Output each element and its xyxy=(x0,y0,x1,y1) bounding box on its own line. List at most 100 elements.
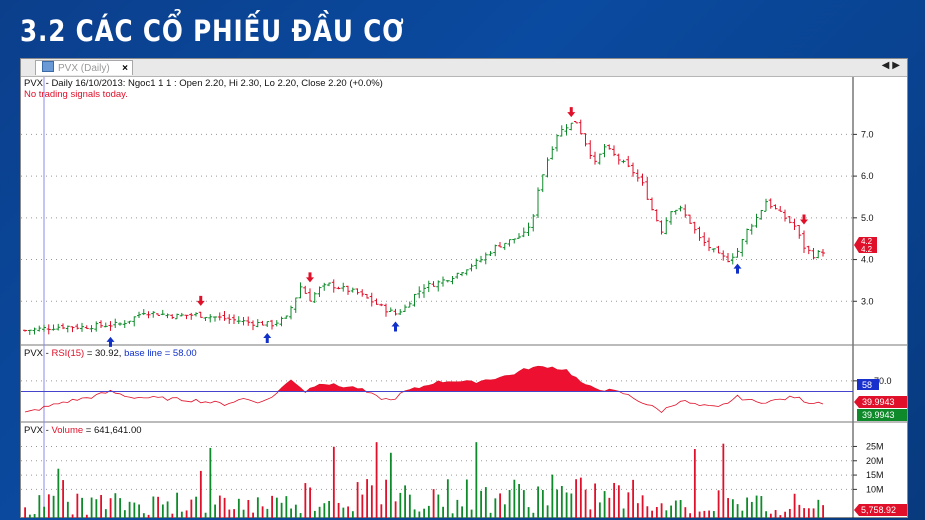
ohlc-bar xyxy=(384,303,388,317)
rsi-line xyxy=(24,365,824,414)
rsi-header: PVX - RSI(15) = 30.92, base line = 58.00 xyxy=(24,348,197,359)
ohlc-bar xyxy=(583,133,588,147)
ohlc-bar xyxy=(521,227,526,238)
volume-bar xyxy=(271,495,273,518)
volume-bar xyxy=(679,500,682,518)
price-grid xyxy=(21,133,853,302)
volume-bar xyxy=(266,508,269,518)
ohlc-bar xyxy=(787,215,792,224)
volume-bar xyxy=(589,509,592,518)
volume-bar xyxy=(228,509,231,518)
ohlc-bar xyxy=(474,258,479,270)
volume-bar xyxy=(299,513,302,518)
ohlc-bar xyxy=(811,247,816,260)
volume-bar xyxy=(337,502,340,518)
ohlc-bar xyxy=(607,144,612,150)
volume-bar xyxy=(570,493,573,518)
ohlc-bar xyxy=(241,316,246,326)
price-badge-1: 4.2 xyxy=(861,237,873,246)
volume-bar xyxy=(304,483,307,518)
sell-arrow-icon xyxy=(306,272,314,283)
ohlc-bar xyxy=(469,263,474,272)
volume-bar xyxy=(508,489,511,518)
ohlc-bar xyxy=(806,245,811,255)
price-panel-header: PVX - Daily 16/10/2013: Ngoc1 1 1 : Open… xyxy=(24,78,383,89)
chart-window: PVX (Daily) × ◀▶ 3.0 4.0 5.0 6.0 7.0 PVX - D… xyxy=(20,58,908,518)
ohlc-bar xyxy=(768,198,773,209)
volume-bar xyxy=(43,506,45,518)
ohlc-bar xyxy=(312,292,317,303)
volume-bar xyxy=(399,492,402,518)
volume-bar xyxy=(233,509,235,518)
buy-arrow-icon xyxy=(733,263,742,274)
volume-bar xyxy=(138,504,140,518)
close-tab-icon[interactable]: × xyxy=(122,63,128,74)
volume-bar xyxy=(285,496,288,518)
ohlc-bar xyxy=(336,286,341,290)
ohlc-bar xyxy=(673,209,678,215)
ohlc-bar xyxy=(597,153,602,165)
volume-bar xyxy=(100,494,102,518)
ohlc-bar xyxy=(778,205,783,212)
ohlc-bar xyxy=(232,314,236,324)
volume-bar xyxy=(323,503,326,518)
volume-bar xyxy=(584,489,587,518)
volume-bar xyxy=(81,497,83,518)
ohlc-bar xyxy=(284,315,289,319)
volume-bar xyxy=(598,502,601,518)
volume-bar xyxy=(779,515,782,518)
ohlc-bar xyxy=(702,232,707,247)
chart-canvas[interactable]: 3.0 4.0 5.0 6.0 7.0 PVX - Daily 16/10/2013: … xyxy=(21,77,907,518)
ohlc-bar xyxy=(298,282,303,299)
ohlc-bar xyxy=(222,311,227,321)
ohlc-bar xyxy=(327,282,331,287)
ohlc-bar xyxy=(369,292,374,307)
volume-bar xyxy=(703,510,706,518)
volume-bar xyxy=(223,497,226,518)
tab-pvx-daily[interactable]: PVX (Daily) × xyxy=(35,60,133,75)
volume-bar xyxy=(104,509,107,518)
volume-tick-label: 10M xyxy=(866,484,884,494)
volume-bar xyxy=(313,510,316,518)
ohlc-bar xyxy=(365,293,369,299)
volume-bar xyxy=(38,495,41,518)
volume-bar xyxy=(166,501,169,518)
volume-bar xyxy=(489,512,492,518)
ohlc-bar xyxy=(32,327,37,335)
ohlc-bar xyxy=(213,316,217,322)
ohlc-bar xyxy=(75,323,80,330)
price-tick-label: 7.0 xyxy=(861,129,874,139)
volume-bar xyxy=(665,510,668,518)
volume-bar xyxy=(432,489,435,518)
volume-bar xyxy=(318,506,321,518)
ohlc-bar xyxy=(156,313,160,316)
ohlc-bar xyxy=(654,209,659,222)
volume-bar xyxy=(375,442,378,518)
volume-bar xyxy=(812,508,815,518)
ohlc-bar xyxy=(236,316,241,325)
ohlc-bar xyxy=(27,329,32,335)
volume-bar xyxy=(385,479,387,518)
scroll-right-icon[interactable]: ▶ xyxy=(892,60,903,71)
volume-bar xyxy=(774,510,777,518)
volume-bar xyxy=(28,514,31,518)
volume-bar xyxy=(689,513,691,518)
volume-bar xyxy=(366,479,368,518)
ohlc-bar xyxy=(493,244,498,257)
scroll-left-icon[interactable]: ◀ xyxy=(881,60,893,71)
volume-bar xyxy=(90,497,93,518)
ohlc-bar xyxy=(498,241,502,248)
ohlc-bar xyxy=(602,143,607,158)
ohlc-bar xyxy=(588,140,593,159)
volume-bar xyxy=(76,493,79,518)
ohlc-bar xyxy=(697,226,702,241)
volume-bar xyxy=(351,511,354,518)
ohlc-bar xyxy=(749,223,754,235)
ohlc-bar xyxy=(255,319,260,328)
chart-icon xyxy=(42,61,54,72)
ohlc-bar xyxy=(678,205,683,212)
volume-bar xyxy=(199,470,202,518)
volume-bar xyxy=(209,447,212,518)
ohlc-bar xyxy=(146,311,151,319)
ohlc-bar xyxy=(393,308,398,316)
